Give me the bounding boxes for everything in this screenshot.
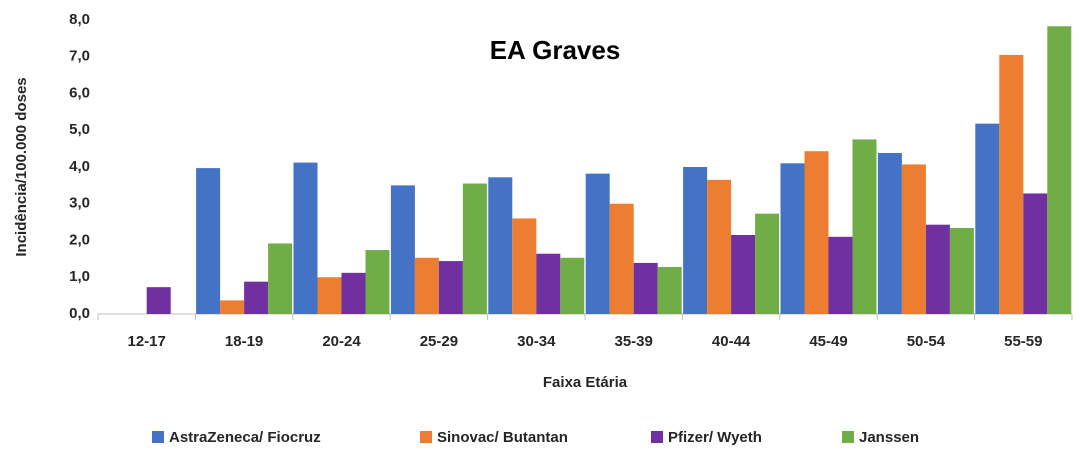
y-tick-label: 5,0: [69, 121, 90, 138]
x-tick-label: 25-29: [420, 333, 458, 350]
bar: [268, 243, 293, 314]
y-tick-label: 6,0: [69, 84, 90, 101]
y-tick-label: 0,0: [69, 305, 90, 322]
x-tick-label: 18-19: [225, 333, 263, 350]
x-tick-label: 40-44: [712, 333, 751, 350]
bar: [341, 272, 366, 314]
bar: [244, 281, 269, 314]
y-axis-label: Incidência/100.000 doses: [13, 77, 30, 256]
y-tick-label: 8,0: [69, 11, 90, 28]
bar: [975, 123, 1000, 314]
legend-swatch: [152, 431, 164, 443]
bar: [877, 153, 902, 314]
y-tick-label: 7,0: [69, 48, 90, 65]
bar: [755, 213, 780, 314]
bar: [828, 236, 853, 314]
legend-swatch: [651, 431, 663, 443]
y-tick-label: 1,0: [69, 268, 90, 285]
bar: [657, 266, 682, 314]
bar: [365, 250, 390, 314]
y-tick-label: 4,0: [69, 158, 90, 175]
x-tick-label: 50-54: [907, 333, 946, 350]
bar: [1047, 26, 1072, 315]
x-axis-label: Faixa Etária: [543, 374, 628, 391]
bar: [438, 261, 463, 314]
bar: [462, 183, 487, 314]
bar: [196, 168, 221, 314]
bar: [488, 177, 513, 314]
x-tick-label: 35-39: [615, 333, 653, 350]
bar: [901, 164, 926, 314]
bar: [512, 218, 537, 314]
bar: [949, 228, 974, 314]
bar: [999, 54, 1024, 314]
bar: [536, 253, 561, 314]
x-tick-label: 30-34: [517, 333, 556, 350]
x-tick-label: 45-49: [809, 333, 847, 350]
bar: [780, 163, 805, 314]
bar: [293, 162, 318, 314]
bar: [390, 185, 415, 314]
bar: [609, 203, 634, 314]
x-tick-label: 12-17: [128, 333, 166, 350]
bar: [1023, 193, 1048, 314]
bar: [560, 257, 585, 314]
bar: [585, 173, 610, 314]
bar: [804, 151, 829, 314]
bar: [317, 277, 342, 314]
bar: [731, 234, 756, 314]
bar: [220, 300, 245, 314]
bar: [925, 224, 950, 314]
x-tick-label: 55-59: [1004, 333, 1042, 350]
y-tick-label: 3,0: [69, 195, 90, 212]
bar: [852, 139, 877, 314]
legend-swatch: [842, 431, 854, 443]
legend-swatch: [420, 431, 432, 443]
x-tick-label: 20-24: [322, 333, 361, 350]
legend-label: Janssen: [859, 429, 919, 446]
chart-title: EA Graves: [490, 35, 621, 65]
bar: [633, 262, 658, 314]
legend-label: Pfizer/ Wyeth: [668, 429, 762, 446]
bar: [146, 287, 171, 314]
y-tick-label: 2,0: [69, 231, 90, 248]
bar: [414, 257, 439, 314]
legend-label: Sinovac/ Butantan: [437, 429, 568, 446]
bar: [707, 179, 732, 314]
bar: [683, 167, 708, 314]
legend-label: AstraZeneca/ Fiocruz: [169, 429, 321, 446]
